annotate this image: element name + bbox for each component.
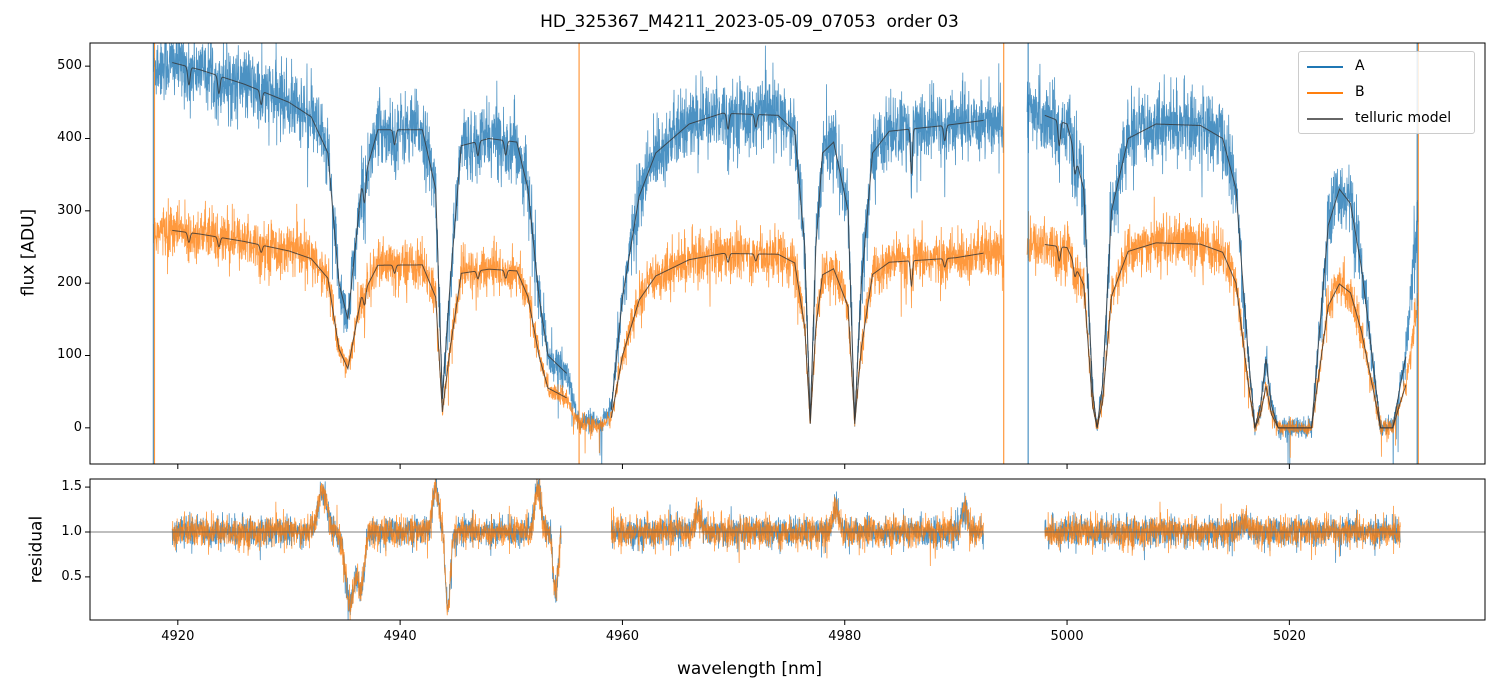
x-tick-label: 4980	[828, 629, 862, 644]
legend-label-model: telluric model	[1355, 110, 1452, 126]
top-y-tick-label: 0	[73, 419, 82, 435]
x-axis-label: wavelength [nm]	[676, 659, 823, 679]
bottom-axes-frame	[89, 478, 1486, 621]
telluric-model-B-line	[172, 229, 1407, 430]
top-y-tick-label: 300	[57, 202, 82, 218]
legend: A B telluric model	[1298, 51, 1475, 134]
bottom-y-axis-label: residual	[26, 515, 47, 584]
bottom-y-tick-label: 1.5	[61, 479, 82, 495]
top-y-tick-label: 200	[57, 275, 82, 291]
legend-label-A: A	[1355, 58, 1365, 74]
residual-A	[171, 479, 1401, 620]
top-y-tick-label: 100	[57, 347, 82, 363]
x-tick-label: 5000	[1050, 629, 1084, 644]
top-y-axis-label: flux [ADU]	[18, 208, 39, 297]
legend-label-B: B	[1355, 84, 1365, 100]
top-y-tick-label: 500	[57, 58, 82, 74]
legend-swatch-model	[1307, 118, 1343, 120]
top-plot-area	[152, 43, 1419, 464]
residual-B	[171, 479, 1401, 620]
x-tick-label: 4960	[605, 629, 639, 644]
top-axes-frame	[89, 42, 1486, 465]
legend-swatch-B	[1307, 92, 1343, 94]
bottom-plot-area	[90, 479, 1485, 620]
series-A-observed	[152, 43, 1419, 464]
top-y-tick-label: 400	[57, 130, 82, 146]
bottom-y-tick-label: 1.0	[61, 523, 82, 539]
series-B-observed	[152, 196, 1419, 458]
x-tick-label: 4920	[161, 629, 195, 644]
telluric-model-A-line	[172, 62, 1407, 429]
x-tick-label: 5020	[1272, 629, 1306, 644]
bottom-y-tick-label: 0.5	[61, 568, 82, 584]
x-tick-label: 4940	[383, 629, 417, 644]
chart-title: HD_325367_M4211_2023-05-09_07053 order 0…	[540, 12, 959, 32]
legend-swatch-A	[1307, 66, 1343, 68]
